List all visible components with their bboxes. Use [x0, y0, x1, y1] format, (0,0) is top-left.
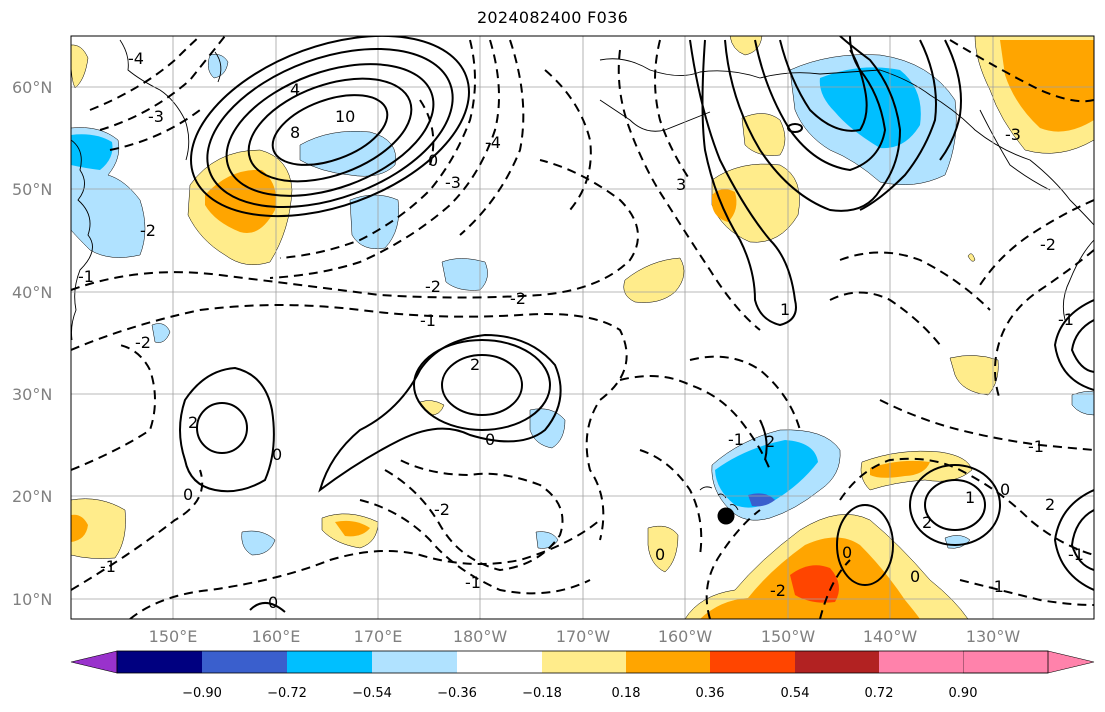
contour-label: 0: [268, 593, 278, 612]
colorbar-tick: −0.72: [267, 686, 307, 701]
contour-label: -1: [1068, 545, 1084, 564]
lon-label-160e: 160°E: [252, 627, 301, 646]
lon-label-140w: 140°W: [863, 627, 918, 646]
contour-label: -1: [728, 430, 744, 449]
contour-label: -4: [128, 49, 144, 68]
contour-label: 8: [290, 123, 300, 142]
lat-label-40n: 40°N: [12, 283, 52, 302]
contour-label: 10: [335, 107, 355, 126]
colorbar: [70, 650, 1095, 674]
colorbar-tick: 0.90: [949, 686, 978, 701]
contour-label: -3: [445, 173, 461, 192]
colorbar-tick: 0.36: [696, 686, 725, 701]
contour-label: -3: [1005, 125, 1021, 144]
contour-label: 0: [1000, 480, 1010, 499]
contour-label: -1: [78, 267, 94, 286]
contour-label: -2: [434, 500, 450, 519]
contour-label: -2: [1040, 235, 1056, 254]
contour-label: 0: [272, 445, 282, 464]
lon-label-180w: 180°W: [453, 627, 508, 646]
contour-label: 3: [676, 175, 686, 194]
contour-label: 0: [428, 151, 438, 170]
colorbar-bin: [795, 651, 879, 673]
contour-label: -2: [770, 581, 786, 600]
lon-label-160w: 160°W: [658, 627, 713, 646]
contour-label: -1: [465, 573, 481, 592]
colorbar-bin: [287, 651, 372, 673]
coastlines: [71, 39, 1094, 511]
contour-label: -1: [100, 557, 116, 576]
colorbar-tick: 0.72: [865, 686, 894, 701]
colorbar-tick: 0.18: [612, 686, 641, 701]
colorbar-tick: −0.54: [352, 686, 392, 701]
contour-label: 2: [470, 355, 480, 374]
contour-label: 2: [1045, 495, 1055, 514]
contour-label: -1: [420, 311, 436, 330]
contour-labels: -4 -3 -2 -1 4 8 10 0 -4 -3 -2 -2 -1 -2 2…: [78, 49, 1084, 612]
colorbar-bin: [372, 651, 457, 673]
colorbar-max-extend: [962, 650, 1095, 674]
contour-label: -1: [1028, 437, 1044, 456]
contour-label: 2: [765, 432, 775, 451]
positive-contours: [179, 36, 1094, 613]
colorbar-min-extend: [70, 650, 118, 674]
colorbar-tick: −0.18: [522, 686, 562, 701]
contour-label: 0: [655, 545, 665, 564]
negative-contours: [71, 36, 1094, 619]
contour-label: -1: [988, 577, 1004, 596]
graticule: [71, 36, 1094, 619]
colorbar-bin: [457, 651, 542, 673]
contour-label: 1: [780, 300, 790, 319]
lat-label-10n: 10°N: [12, 590, 52, 609]
latitude-labels: 60°N 50°N 40°N 30°N 20°N 10°N: [12, 78, 52, 609]
contour-label: -2: [140, 221, 156, 240]
lat-label-20n: 20°N: [12, 487, 52, 506]
contour-label: -2: [510, 289, 526, 308]
contour-label: 2: [188, 413, 198, 432]
contour-label: 1: [965, 488, 975, 507]
colorbar-tick: −0.36: [437, 686, 477, 701]
contour-label: 0: [910, 567, 920, 586]
colorbar-tick: −0.90: [182, 686, 222, 701]
colorbar-ticks: −0.90 −0.72 −0.54 −0.36 −0.18 0.18 0.36 …: [182, 686, 977, 701]
colorbar-bin: [710, 651, 795, 673]
contour-label: -2: [425, 277, 441, 296]
storm-center-marker: [717, 507, 735, 525]
figure-title: 2024082400 F036: [476, 8, 629, 27]
lon-label-170w: 170°W: [556, 627, 611, 646]
lon-label-170e: 170°E: [354, 627, 403, 646]
contour-label: -4: [485, 133, 501, 152]
lon-label-150e: 150°E: [149, 627, 198, 646]
contour-label: 2: [922, 513, 932, 532]
colorbar-tick: 0.54: [781, 686, 810, 701]
contour-label: 0: [842, 543, 852, 562]
lat-label-50n: 50°N: [12, 180, 52, 199]
contour-label: -3: [148, 107, 164, 126]
lon-label-150w: 150°W: [761, 627, 816, 646]
lon-label-130w: 130°W: [966, 627, 1021, 646]
lat-label-60n: 60°N: [12, 78, 52, 97]
map-frame: [70, 35, 1095, 620]
longitude-labels: 150°E 160°E 170°E 180°W 170°W 160°W 150°…: [149, 627, 1021, 646]
colorbar-bin: [202, 651, 287, 673]
colorbar-bin: [626, 651, 710, 673]
contour-label: -1: [1058, 310, 1074, 329]
contour-label: 4: [290, 80, 300, 99]
colorbar-bin: [542, 651, 626, 673]
contour-label: -2: [135, 333, 151, 352]
contour-label: 0: [183, 485, 193, 504]
colorbar-bin: [117, 651, 202, 673]
contour-label: 0: [485, 430, 495, 449]
colorbar-bin: [879, 651, 963, 673]
lat-label-30n: 30°N: [12, 385, 52, 404]
map-area: -4 -3 -2 -1 4 8 10 0 -4 -3 -2 -2 -1 -2 2…: [71, 36, 1094, 619]
